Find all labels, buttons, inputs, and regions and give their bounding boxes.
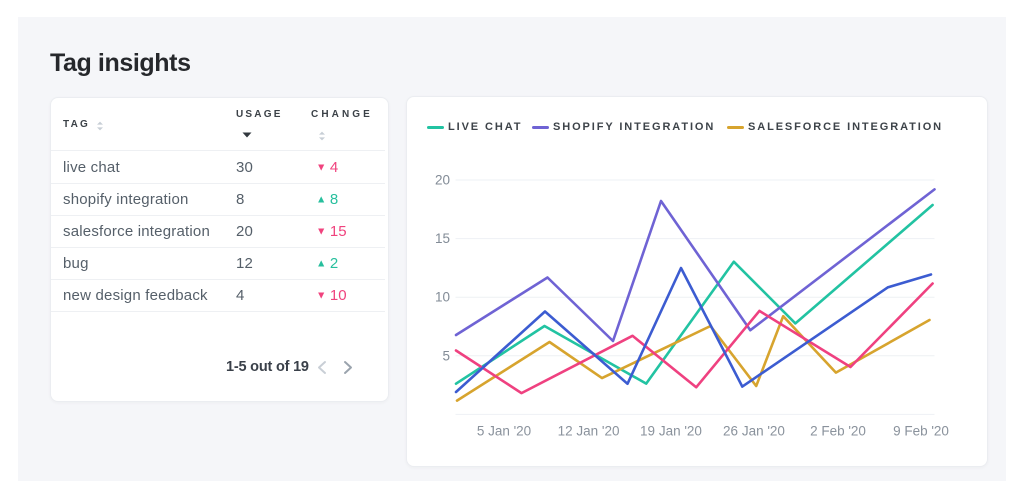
- svg-text:12 Jan '20: 12 Jan '20: [558, 424, 620, 439]
- svg-text:15: 15: [435, 231, 450, 246]
- svg-text:5 Jan '20: 5 Jan '20: [477, 424, 531, 439]
- svg-text:20: 20: [435, 173, 450, 188]
- svg-text:9 Feb '20: 9 Feb '20: [893, 424, 949, 439]
- svg-text:19 Jan '20: 19 Jan '20: [640, 424, 702, 439]
- svg-text:5: 5: [442, 348, 450, 363]
- svg-text:26 Jan '20: 26 Jan '20: [723, 424, 785, 439]
- svg-text:2 Feb '20: 2 Feb '20: [810, 424, 866, 439]
- svg-text:10: 10: [435, 290, 450, 305]
